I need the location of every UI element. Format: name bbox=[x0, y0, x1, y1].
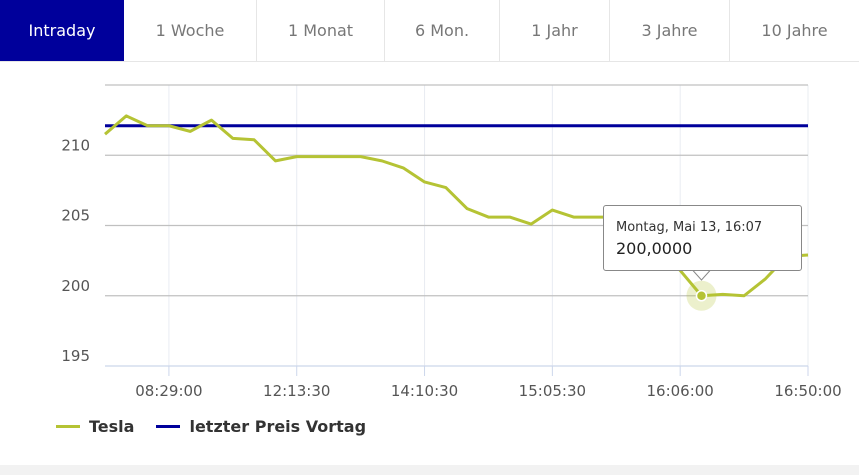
tab-1-woche[interactable]: 1 Woche bbox=[124, 0, 257, 61]
y-tick-label: 205 bbox=[61, 207, 90, 225]
period-tabs: Intraday 1 Woche 1 Monat 6 Mon. 1 Jahr 3… bbox=[0, 0, 859, 62]
tooltip-value: 200,0000 bbox=[616, 239, 693, 258]
legend-label-tesla: Tesla bbox=[89, 417, 135, 436]
y-tick-label: 200 bbox=[61, 277, 90, 295]
tab-1-jahr[interactable]: 1 Jahr bbox=[500, 0, 610, 61]
legend-item-tesla[interactable]: Tesla bbox=[56, 417, 134, 436]
legend-label-vortag: letzter Preis Vortag bbox=[189, 417, 367, 436]
legend-swatch-tesla bbox=[56, 425, 80, 428]
tab-6-mon[interactable]: 6 Mon. bbox=[385, 0, 500, 61]
legend-item-vortag[interactable]: letzter Preis Vortag bbox=[156, 417, 366, 436]
tab-10-jahre[interactable]: 10 Jahre bbox=[761, 21, 828, 40]
y-tick-label: 195 bbox=[61, 347, 90, 365]
chart-legend: Tesla letzter Preis Vortag bbox=[56, 417, 366, 436]
footer-strip bbox=[0, 465, 859, 475]
tab-3-jahre[interactable]: 3 Jahre bbox=[610, 0, 730, 61]
tab-intraday[interactable]: Intraday bbox=[0, 0, 124, 61]
x-tick-label: 16:50:00 bbox=[774, 382, 841, 400]
x-tick-label: 12:13:30 bbox=[263, 382, 330, 400]
series-line-tesla bbox=[104, 114, 809, 298]
chart-tooltip: Montag, Mai 13, 16:07 200,0000 bbox=[603, 205, 802, 271]
x-tick-label: 16:06:00 bbox=[646, 382, 713, 400]
x-tick-label: 15:05:30 bbox=[519, 382, 586, 400]
y-tick-label: 210 bbox=[61, 136, 90, 154]
x-tick-label: 14:10:30 bbox=[391, 382, 458, 400]
hover-point bbox=[695, 290, 708, 302]
legend-swatch-vortag bbox=[156, 425, 181, 428]
tooltip-pointer bbox=[691, 269, 712, 281]
tooltip-date: Montag, Mai 13, 16:07 bbox=[616, 220, 763, 235]
x-tick-label: 08:29:00 bbox=[135, 382, 202, 400]
tab-1-monat[interactable]: 1 Monat bbox=[257, 0, 385, 61]
